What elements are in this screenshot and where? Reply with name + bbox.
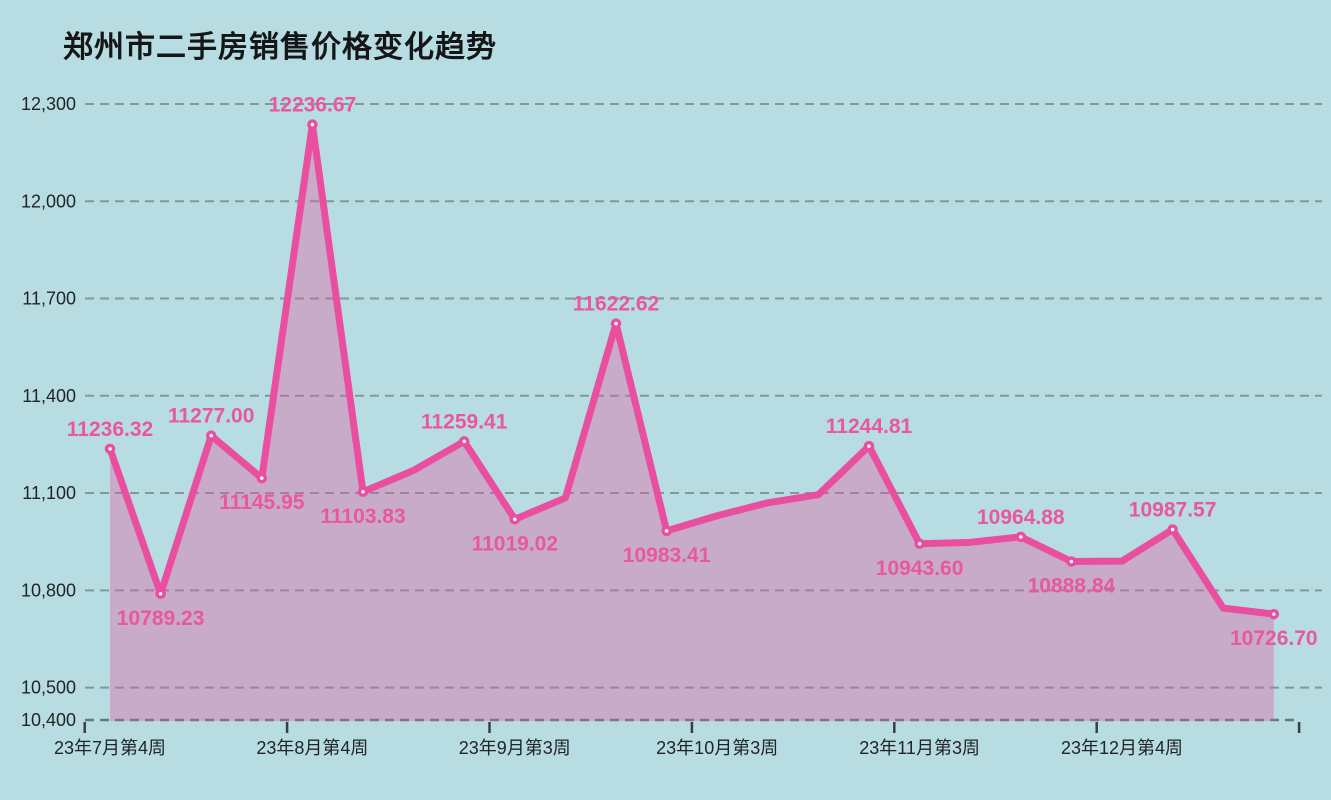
data-point-label: 10987.57	[1129, 499, 1217, 522]
chart-title: 郑州市二手房销售价格变化趋势	[63, 31, 497, 64]
data-point-label: 11259.41	[421, 410, 508, 433]
price-line	[106, 121, 1278, 618]
x-axis-tick-label: 23年11月第3周	[859, 738, 980, 758]
data-point-marker	[155, 588, 166, 600]
x-axis-tick-label: 23年7月第4周	[54, 738, 166, 758]
data-point-label: 11277.00	[168, 405, 254, 428]
data-point-label: 11145.95	[219, 491, 305, 514]
y-axis-tick-label: 10,800	[21, 580, 76, 600]
data-point-marker	[1167, 524, 1178, 535]
x-axis-tick-label: 23年10月第3周	[656, 738, 778, 758]
data-point-marker	[256, 472, 268, 484]
data-point-marker	[509, 514, 521, 525]
data-point-label: 11236.32	[67, 418, 153, 441]
data-point-label: 10789.23	[117, 607, 205, 630]
data-point-label: 10726.70	[1230, 627, 1318, 650]
data-point-label: 11622.62	[573, 293, 659, 316]
data-point-label: 12236.67	[269, 94, 357, 117]
x-axis-tick-label: 23年9月第3周	[459, 738, 571, 758]
data-point-label: 10943.60	[876, 557, 964, 580]
data-point-label: 11019.02	[472, 532, 558, 555]
data-point-marker	[205, 430, 217, 441]
data-point-marker	[357, 486, 369, 498]
data-point-marker	[104, 443, 116, 455]
y-axis-tick-label: 10,500	[21, 678, 76, 698]
y-axis-tick-label: 11,700	[22, 289, 76, 309]
y-axis-tick-label: 12,000	[21, 191, 76, 211]
data-point-marker	[1066, 556, 1077, 567]
data-point-label: 11103.83	[320, 505, 405, 528]
data-point-marker	[610, 318, 622, 329]
data-point-label: 10888.84	[1028, 575, 1116, 598]
y-axis-tick-label: 11,400	[22, 386, 76, 406]
data-point-marker	[458, 436, 470, 447]
x-axis-tick-label: 23年12月第4周	[1061, 738, 1183, 758]
data-point-marker	[661, 525, 672, 537]
data-point-marker	[914, 538, 925, 550]
y-axis-tick-label: 10,400	[21, 710, 76, 730]
data-point-marker	[307, 119, 318, 130]
y-axis-tick-label: 11,100	[22, 483, 76, 503]
data-point-label: 11244.81	[826, 415, 913, 438]
data-point-marker	[863, 440, 875, 452]
data-point-marker	[1268, 608, 1280, 620]
y-axis-tick-label: 12,300	[21, 94, 76, 114]
price-area-fill	[110, 124, 1274, 722]
data-point-marker	[1015, 531, 1027, 543]
x-axis-tick-label: 23年8月第4周	[256, 738, 368, 758]
data-point-label: 10964.88	[977, 506, 1065, 529]
data-point-label: 10983.41	[623, 544, 711, 567]
